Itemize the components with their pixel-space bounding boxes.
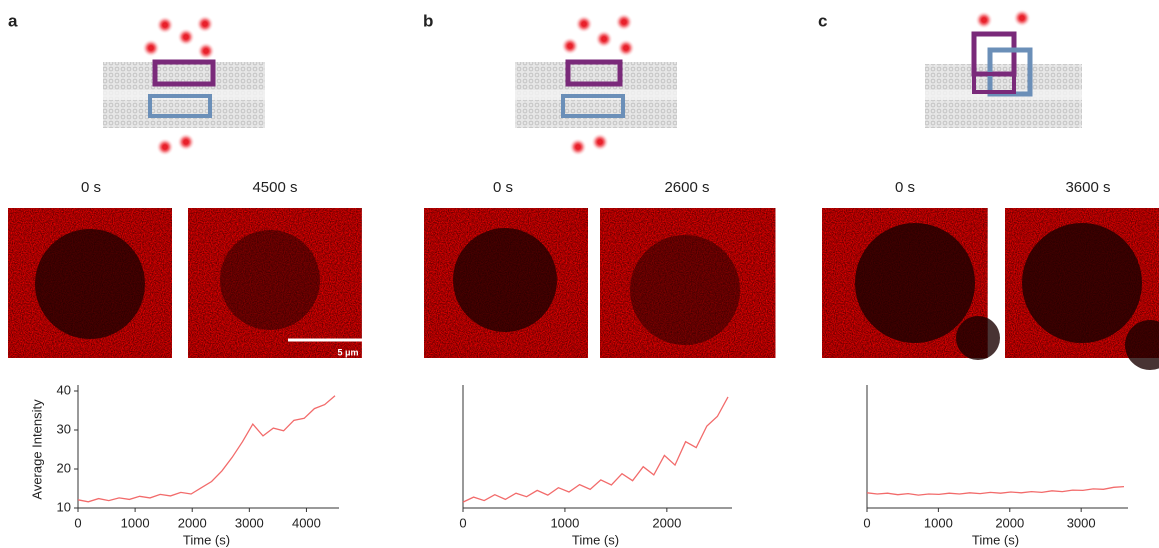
time-label: 4500 s: [252, 179, 297, 196]
y-tick-label: 10: [57, 499, 71, 514]
x-tick-label: 0: [74, 515, 81, 530]
panel-label: b: [423, 11, 433, 30]
time-label: 3600 s: [1065, 179, 1110, 196]
x-tick-label: 0: [863, 515, 870, 530]
data-line: [866, 485, 1125, 496]
x-tick-label: 1000: [121, 515, 150, 530]
x-tick-label: 2000: [995, 515, 1024, 530]
x-tick-label: 3000: [1067, 515, 1096, 530]
x-tick-label: 2000: [178, 515, 207, 530]
x-tick-label: 4000: [292, 515, 321, 530]
x-axis-title: Time (s): [183, 532, 230, 547]
x-axis-title: Time (s): [572, 532, 619, 547]
x-tick-label: 1000: [550, 515, 579, 530]
data-line: [462, 396, 729, 503]
x-tick-label: 2000: [652, 515, 681, 530]
time-label: 0 s: [895, 179, 915, 196]
data-line: [77, 395, 336, 503]
time-label: 0 s: [493, 179, 513, 196]
x-axis-title: Time (s): [972, 532, 1019, 547]
y-tick-label: 40: [57, 382, 71, 397]
x-tick-label: 3000: [235, 515, 264, 530]
x-tick-label: 1000: [924, 515, 953, 530]
time-label: 2600 s: [664, 179, 709, 196]
y-axis-title: Average Intensity: [29, 399, 44, 500]
illustrations: [8, 9, 1159, 370]
y-tick-label: 30: [57, 421, 71, 436]
panel-label: a: [8, 11, 18, 30]
y-tick-label: 20: [57, 460, 71, 475]
time-label: 0 s: [81, 179, 101, 196]
x-tick-label: 0: [459, 515, 466, 530]
scale-bar-label: 5 μm: [337, 347, 358, 357]
panel-label: c: [818, 11, 827, 30]
